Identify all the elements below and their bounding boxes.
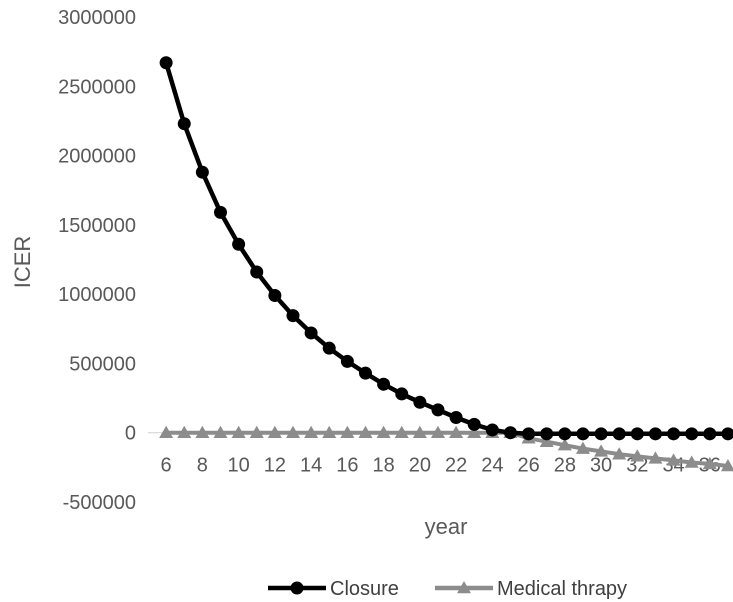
- data-point: [250, 265, 264, 279]
- data-point: [612, 427, 626, 441]
- data-point: [177, 425, 192, 438]
- data-point: [467, 417, 481, 431]
- data-point: [612, 447, 627, 460]
- legend-marker: [457, 581, 471, 594]
- data-point: [394, 425, 409, 438]
- series-line: [163, 62, 728, 437]
- y-tick-label: 2000000: [58, 146, 136, 168]
- x-tick-label: 12: [264, 455, 286, 477]
- data-point: [575, 441, 590, 454]
- data-point: [322, 341, 336, 355]
- x-tick-label: 22: [445, 455, 467, 477]
- data-point: [684, 455, 699, 468]
- data-point: [358, 366, 372, 380]
- data-point: [376, 425, 391, 438]
- data-point: [304, 326, 318, 340]
- data-point: [648, 427, 662, 441]
- legend-marker: [290, 581, 304, 595]
- x-tick-label: 20: [409, 455, 431, 477]
- data-point: [395, 387, 409, 401]
- x-tick-label: 14: [300, 455, 322, 477]
- x-tick-label: 18: [372, 455, 394, 477]
- data-point: [177, 117, 191, 131]
- y-tick-label: 500000: [69, 353, 136, 375]
- data-point: [721, 427, 733, 441]
- data-point: [522, 427, 536, 441]
- y-tick-label: -500000: [63, 492, 136, 514]
- data-point: [195, 165, 209, 179]
- data-point: [213, 425, 228, 438]
- data-point: [304, 425, 319, 438]
- data-point: [268, 289, 282, 303]
- data-point: [630, 449, 645, 462]
- y-tick-label: 2500000: [58, 76, 136, 98]
- data-point: [703, 427, 717, 441]
- data-point: [685, 427, 699, 441]
- data-point: [558, 427, 572, 441]
- data-point: [213, 205, 227, 219]
- data-point: [267, 425, 282, 438]
- legend-label: Closure: [330, 578, 399, 600]
- legend-label: Medical thrapy: [497, 578, 627, 600]
- series-layer: [159, 56, 733, 472]
- data-point: [249, 425, 264, 438]
- x-tick-label: 6: [161, 455, 172, 477]
- y-tick-label: 3000000: [58, 7, 136, 29]
- data-point: [667, 427, 681, 441]
- data-point: [322, 425, 337, 438]
- data-point: [540, 427, 554, 441]
- data-point: [358, 425, 373, 438]
- data-point: [231, 425, 246, 438]
- data-point: [449, 410, 463, 424]
- data-point: [159, 425, 174, 438]
- y-tick-label: 1000000: [58, 284, 136, 306]
- data-point: [539, 434, 554, 447]
- data-point: [467, 425, 482, 438]
- legend: Closure Medical thrapy: [268, 578, 627, 600]
- data-point: [340, 354, 354, 368]
- legend-item: Closure: [268, 578, 399, 600]
- data-point: [412, 425, 427, 438]
- data-point: [232, 237, 246, 251]
- data-point: [413, 395, 427, 409]
- y-axis-title: ICER: [10, 236, 35, 289]
- data-point: [430, 425, 445, 438]
- data-point: [576, 427, 590, 441]
- data-point: [557, 438, 572, 451]
- data-point: [594, 427, 608, 441]
- x-tick-label: 24: [481, 455, 503, 477]
- x-tick-label: 30: [590, 455, 612, 477]
- data-point: [195, 425, 210, 438]
- x-tick-label: 10: [227, 455, 249, 477]
- data-point: [159, 56, 173, 70]
- data-point: [485, 423, 499, 437]
- x-tick-label: 28: [554, 455, 576, 477]
- x-tick-label: 26: [517, 455, 539, 477]
- data-point: [594, 444, 609, 457]
- y-tick-label: 0: [125, 423, 136, 445]
- data-point: [720, 458, 733, 472]
- data-point: [285, 425, 300, 438]
- data-point: [449, 425, 464, 438]
- data-point: [286, 309, 300, 323]
- data-point: [377, 377, 391, 391]
- data-point: [503, 426, 517, 440]
- x-axis-title: year: [425, 514, 468, 539]
- x-tick-label: 8: [197, 455, 208, 477]
- series-closure: [159, 56, 733, 441]
- y-axis-tick-labels: -500000 0 500000 1000000 1500000 2000000 25000…: [58, 7, 136, 514]
- x-axis-tick-labels: 681012141618202224262830323436: [161, 455, 721, 477]
- data-point: [630, 427, 644, 441]
- data-point: [340, 425, 355, 438]
- legend-item: Medical thrapy: [435, 578, 627, 600]
- x-tick-label: 16: [336, 455, 358, 477]
- data-point: [648, 451, 663, 464]
- data-point: [431, 403, 445, 417]
- data-point: [702, 456, 717, 470]
- data-point: [666, 453, 681, 466]
- y-tick-label: 1500000: [58, 215, 136, 237]
